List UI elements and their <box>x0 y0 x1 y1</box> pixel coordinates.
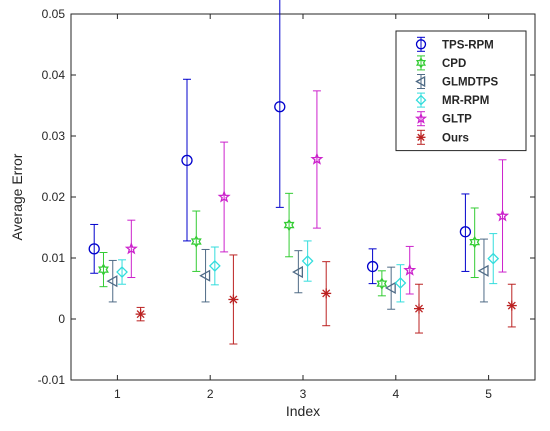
data-point <box>366 260 379 273</box>
legend: TPS-RPM CPD GLMDTPS MR-RPM GLTP Ours <box>395 30 527 152</box>
y-tick-label: 0.03 <box>42 129 66 143</box>
legend-item: Ours <box>416 129 469 145</box>
legend-item: MR-RPM <box>415 92 489 108</box>
data-point <box>376 277 388 290</box>
data-point <box>394 277 407 289</box>
data-point <box>310 152 324 165</box>
x-tick-label: 1 <box>114 387 121 401</box>
legend-label: GLMDTPS <box>442 77 499 89</box>
data-point <box>495 209 510 222</box>
data-point <box>106 275 118 288</box>
data-point <box>190 235 202 248</box>
data-point <box>321 288 332 299</box>
data-point <box>384 281 396 294</box>
y-tick-label: 0 <box>58 312 65 326</box>
data-point <box>181 154 193 167</box>
data-point <box>228 294 239 305</box>
y-tick-label: 0.04 <box>42 68 66 82</box>
series-mr-rpm <box>116 233 500 303</box>
y-tick-label: 0.01 <box>42 251 66 265</box>
data-point <box>274 101 286 113</box>
data-point <box>283 218 295 232</box>
series-glmdtps <box>106 238 489 310</box>
x-tick-label: 5 <box>485 387 492 401</box>
data-point <box>506 300 517 311</box>
y-tick-label: 0.05 <box>42 7 66 21</box>
data-point <box>217 190 231 203</box>
legend-label: GLTP <box>442 114 472 126</box>
data-point <box>116 266 128 278</box>
x-tick-label: 2 <box>207 387 214 401</box>
data-point <box>199 269 211 282</box>
legend-item: GLTP <box>414 111 472 127</box>
legend-item: GLMDTPS <box>415 74 499 89</box>
data-point <box>292 265 304 279</box>
series-cpd <box>98 192 481 297</box>
data-point <box>414 303 424 314</box>
data-point <box>403 263 417 276</box>
x-axis-label: Index <box>286 403 320 419</box>
legend-item: CPD <box>415 55 466 71</box>
x-tick-label: 3 <box>300 387 307 401</box>
y-tick-label: -0.01 <box>38 373 66 387</box>
data-point <box>301 255 314 267</box>
series-gltp <box>124 90 510 295</box>
data-point <box>487 252 500 265</box>
legend-label: CPD <box>442 58 466 70</box>
data-point <box>98 263 109 276</box>
series-tps-rpm <box>88 0 472 285</box>
data-point <box>459 226 472 238</box>
series-layer <box>88 0 517 345</box>
axes-ticks: 1 2 3 4 5 -0.01 0 0.01 0.02 0.03 0.04 0.05 <box>38 7 535 401</box>
data-point <box>124 241 138 255</box>
legend-label: Ours <box>442 132 469 144</box>
data-point <box>477 264 489 277</box>
y-tick-label: 0.02 <box>42 190 66 204</box>
y-axis-label: Average Error <box>9 153 25 240</box>
data-point <box>88 243 100 255</box>
legend-label: MR-RPM <box>442 95 489 107</box>
data-point <box>469 235 481 249</box>
legend-label: TPS-RPM <box>442 39 494 51</box>
x-tick-label: 4 <box>392 387 399 401</box>
data-point <box>208 260 221 272</box>
series-ours <box>135 254 517 345</box>
legend-item: TPS-RPM <box>415 36 494 52</box>
data-point <box>135 309 146 320</box>
